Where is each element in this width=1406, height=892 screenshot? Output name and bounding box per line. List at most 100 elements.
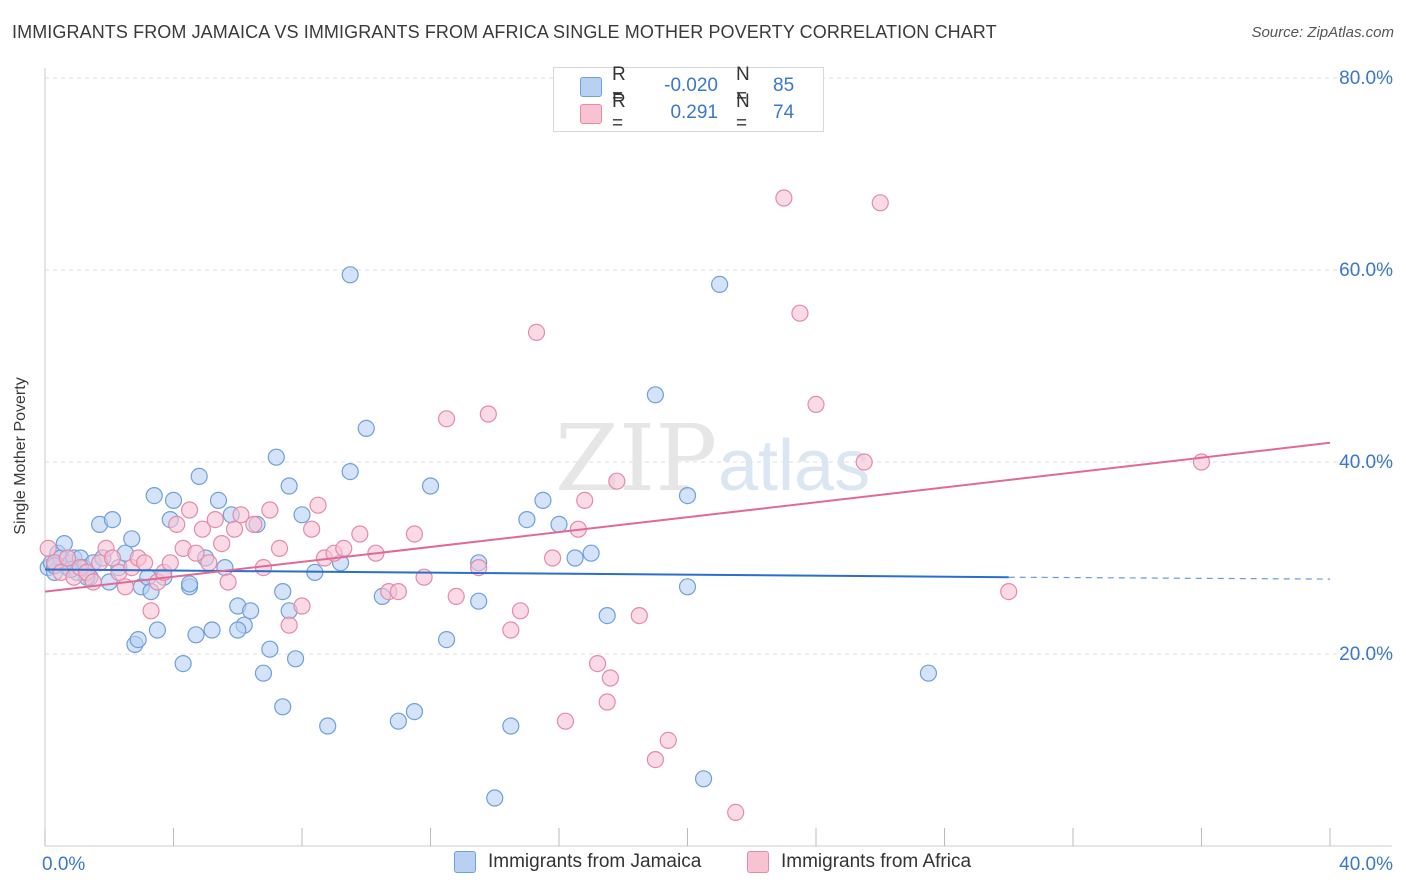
point-jamaica bbox=[209, 491, 228, 509]
point-africa bbox=[187, 544, 205, 562]
point-africa bbox=[351, 525, 369, 543]
point-jamaica bbox=[389, 712, 407, 730]
point-jamaica bbox=[229, 621, 247, 639]
legend-swatch-africa bbox=[580, 104, 602, 124]
point-jamaica bbox=[280, 477, 298, 495]
legend-swatch-africa bbox=[747, 851, 769, 873]
point-jamaica bbox=[203, 621, 221, 639]
point-africa bbox=[588, 654, 607, 673]
point-africa bbox=[608, 472, 626, 490]
point-africa bbox=[200, 554, 218, 572]
point-jamaica bbox=[582, 544, 600, 562]
point-jamaica bbox=[534, 491, 552, 509]
trendline-jamaica bbox=[44, 568, 1009, 579]
point-jamaica bbox=[293, 506, 311, 524]
point-africa bbox=[232, 506, 250, 524]
point-jamaica bbox=[437, 630, 456, 649]
trendline-africa bbox=[44, 441, 1331, 593]
legend-n-value: 74 bbox=[773, 102, 795, 123]
axes bbox=[44, 68, 1392, 847]
point-jamaica bbox=[646, 386, 664, 404]
point-africa bbox=[447, 587, 465, 606]
point-africa bbox=[807, 395, 825, 413]
point-jamaica bbox=[180, 575, 199, 593]
point-africa bbox=[630, 606, 648, 625]
point-africa bbox=[270, 539, 289, 558]
point-africa bbox=[659, 731, 677, 750]
point-jamaica bbox=[518, 510, 536, 529]
x-tick-label-min: 0.0% bbox=[42, 854, 85, 875]
series-jamaica-points bbox=[39, 266, 938, 807]
point-africa bbox=[161, 554, 179, 572]
legend-n-label: N = bbox=[736, 91, 750, 134]
legend-r-label: R = bbox=[612, 64, 626, 107]
point-jamaica bbox=[598, 606, 616, 625]
point-jamaica bbox=[190, 467, 208, 485]
point-africa bbox=[261, 501, 279, 519]
source-label: Source: ZipAtlas.com bbox=[1251, 24, 1394, 41]
point-africa bbox=[470, 558, 488, 577]
legend-swatch-jamaica bbox=[580, 77, 602, 97]
point-jamaica bbox=[55, 534, 73, 553]
point-jamaica bbox=[341, 463, 359, 481]
point-africa bbox=[225, 520, 244, 538]
trendline-jamaica-extension bbox=[1008, 576, 1331, 580]
point-africa bbox=[601, 669, 620, 687]
legend-item-jamaica[interactable]: Immigrants from Jamaica bbox=[454, 851, 701, 873]
point-jamaica bbox=[678, 578, 697, 596]
point-africa bbox=[727, 803, 745, 822]
point-africa bbox=[293, 597, 311, 615]
point-jamaica bbox=[267, 448, 285, 466]
point-jamaica bbox=[261, 640, 279, 658]
point-africa bbox=[791, 304, 809, 322]
point-africa bbox=[576, 491, 594, 509]
point-africa bbox=[219, 573, 237, 591]
point-africa bbox=[502, 621, 520, 639]
legend-r-value: 0.291 bbox=[670, 102, 718, 123]
point-africa bbox=[871, 194, 889, 212]
point-africa bbox=[142, 602, 160, 620]
point-africa bbox=[213, 534, 231, 553]
tick-labels: 20.0% 40.0% 60.0% 80.0% 0.0% 40.0% bbox=[42, 68, 1393, 875]
point-jamaica bbox=[421, 477, 440, 495]
point-jamaica bbox=[274, 582, 292, 601]
point-africa bbox=[527, 323, 546, 341]
point-jamaica bbox=[919, 664, 938, 682]
point-africa bbox=[511, 602, 530, 620]
point-jamaica bbox=[357, 419, 375, 437]
point-africa bbox=[646, 750, 664, 769]
point-jamaica bbox=[187, 626, 205, 644]
series-legend: Immigrants from Jamaica Immigrants from … bbox=[0, 851, 1406, 877]
point-jamaica bbox=[678, 487, 697, 505]
point-jamaica bbox=[550, 515, 568, 534]
point-africa bbox=[543, 549, 562, 567]
point-jamaica bbox=[341, 266, 359, 284]
point-jamaica bbox=[566, 549, 584, 567]
point-africa bbox=[206, 510, 224, 529]
point-africa bbox=[103, 549, 122, 567]
point-africa bbox=[193, 520, 212, 538]
correlation-legend: R = -0.020 N = 85 R = 0.291 N = 74 bbox=[553, 64, 824, 134]
point-jamaica bbox=[405, 702, 424, 721]
point-jamaica bbox=[711, 275, 729, 293]
legend-n-label: N = bbox=[736, 64, 750, 107]
point-africa bbox=[335, 539, 353, 558]
point-jamaica bbox=[174, 654, 192, 673]
point-africa bbox=[556, 712, 575, 730]
point-africa bbox=[58, 549, 77, 567]
y-tick-label: 20.0% bbox=[1339, 644, 1393, 665]
point-jamaica bbox=[694, 770, 713, 788]
point-africa bbox=[775, 189, 793, 207]
point-africa bbox=[168, 515, 186, 534]
watermark: ZIP atlas bbox=[555, 405, 870, 512]
point-jamaica bbox=[216, 558, 234, 577]
point-africa bbox=[437, 410, 456, 428]
point-jamaica bbox=[242, 602, 260, 620]
point-jamaica bbox=[103, 510, 122, 529]
point-africa bbox=[135, 554, 154, 572]
point-africa bbox=[180, 501, 199, 519]
legend-item-africa[interactable]: Immigrants from Africa bbox=[747, 851, 971, 873]
point-jamaica bbox=[129, 630, 147, 649]
point-jamaica bbox=[148, 621, 167, 639]
